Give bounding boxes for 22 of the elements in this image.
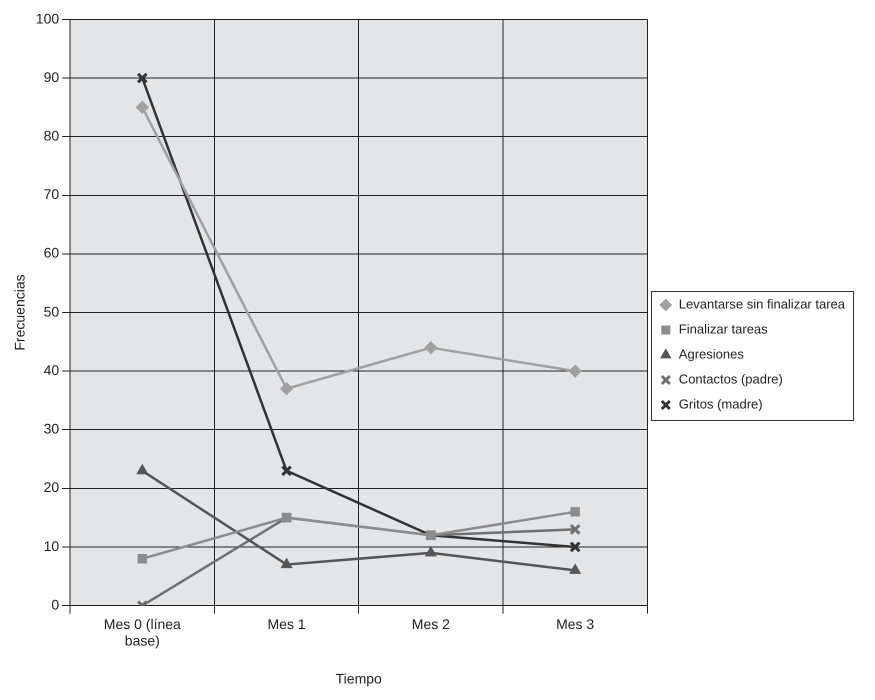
y-axis-title: Frecuencias (11, 274, 28, 351)
x-tick-label: Mes 2 (412, 616, 450, 632)
y-tick-label: 60 (44, 244, 60, 261)
y-tick-label: 30 (44, 420, 60, 437)
y-tick-label: 100 (36, 10, 60, 26)
y-tick-label: 20 (44, 479, 60, 496)
legend-label: Finalizar tareas (678, 322, 768, 337)
legend-label: Levantarse sin finalizar tarea (678, 296, 846, 312)
legend-label: Contactos (padre) (678, 372, 783, 387)
y-tick-label: 40 (44, 362, 60, 378)
x-tick-label: Mes 3 (556, 616, 594, 632)
y-tick-label: 50 (44, 303, 60, 320)
x-axis-title: Tiempo (336, 670, 382, 686)
y-tick-label: 90 (44, 68, 60, 85)
y-tick-label: 10 (44, 538, 60, 554)
y-tick-label: 70 (44, 186, 60, 202)
x-tick-label: Mes 0 (línea base) (104, 616, 182, 649)
legend-label: Agresiones (678, 346, 744, 362)
y-tick-label: 0 (51, 596, 60, 612)
legend-label: Gritos (madre) (678, 396, 763, 412)
x-tick-label: Mes 1 (268, 616, 306, 632)
y-tick-label: 80 (44, 128, 60, 144)
